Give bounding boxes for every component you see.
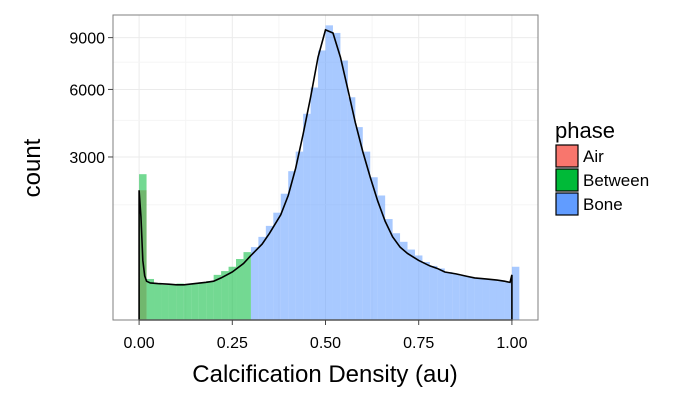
x-tick-label: 0.25 (217, 335, 248, 352)
histogram-bar-between (243, 252, 251, 320)
histogram-bar-bone (303, 113, 311, 320)
histogram-bar-between (206, 281, 214, 320)
histogram-bar-between (183, 284, 192, 320)
density-curve (138, 28, 513, 321)
x-tick-label: 1.00 (496, 335, 527, 352)
histogram-bar-bone (407, 249, 415, 320)
x-axis-title: Calcification Density (au) (192, 361, 457, 388)
histogram-bar-bone (452, 273, 460, 320)
histogram-bar-bone (377, 195, 386, 320)
histogram-bar-bone (258, 236, 266, 320)
histogram-bar-bone (489, 279, 497, 320)
legend-key-bone (555, 192, 579, 216)
histogram-bar-bone (310, 87, 319, 320)
histogram-bar-bone (273, 212, 281, 320)
y-tick-label: 6000 (69, 82, 105, 99)
legend-label-bone: Bone (583, 195, 623, 214)
histogram-bar-between (161, 284, 169, 320)
legend-title: phase (555, 118, 615, 143)
histogram-bar-between (191, 283, 199, 320)
y-tick-label: 9000 (69, 31, 105, 48)
x-tick-label: 0.75 (403, 335, 434, 352)
legend-key-between (555, 168, 579, 192)
legend-label-between: Between (583, 171, 649, 190)
histogram-bar-bone (496, 281, 505, 320)
histogram-bar-between (176, 283, 184, 320)
histogram-bar-bone (385, 219, 393, 320)
histogram-bar-bone (437, 268, 445, 320)
histogram-bar-between (221, 271, 229, 320)
histogram-bar-bone (474, 277, 483, 320)
histogram-bar-bone (318, 50, 326, 321)
histogram-bar-bone (347, 97, 356, 320)
histogram-bar-bone (332, 32, 341, 321)
histogram-bar-bone (400, 241, 408, 320)
histogram-bar-bone (444, 272, 453, 320)
histogram-bar-bone (288, 171, 296, 320)
histogram-bar-bone (340, 60, 348, 320)
histogram-bar-bone (265, 225, 274, 320)
histogram-bar-between (228, 266, 237, 320)
y-axis-ticks: 3000 6000 9000 (69, 31, 113, 167)
histogram-bar-between (168, 284, 177, 320)
histogram-bar-bone (392, 233, 401, 320)
x-axis-ticks: 0.00 0.25 0.50 0.75 1.00 (124, 320, 528, 352)
histogram-bar-bone (459, 275, 468, 320)
histogram-bar-bone (504, 282, 512, 320)
histogram-bar-bone (370, 177, 378, 320)
x-tick-label: 0.00 (124, 335, 155, 352)
histogram-bar-bone (467, 276, 475, 320)
y-axis-title: count (19, 138, 46, 197)
legend-key-air (555, 144, 579, 168)
histogram-bar-between (154, 283, 162, 320)
histogram-bar-between (198, 282, 207, 320)
histogram-bar-bone (355, 127, 363, 320)
histogram-bar-between (213, 274, 222, 320)
histogram-bar-bone (511, 266, 520, 320)
histogram-bar-bone (414, 255, 423, 320)
histogram-bar-between (236, 259, 244, 320)
y-tick-label: 3000 (69, 150, 105, 167)
histogram-bar-bone (482, 278, 490, 320)
x-tick-label: 0.50 (310, 335, 341, 352)
histogram-bar-bone (429, 265, 438, 320)
histogram-bar-between (146, 278, 155, 320)
histogram-bar-bone (250, 247, 259, 320)
histogram-bar-bone (422, 261, 430, 320)
legend-label-air: Air (583, 147, 604, 166)
histogram-bar-bone (280, 193, 289, 320)
histogram-bar-bone (325, 25, 333, 320)
legend: phase Air Between Bone (555, 118, 649, 216)
histogram-bar-bone (295, 151, 304, 320)
histogram-bar-bone (362, 151, 371, 320)
